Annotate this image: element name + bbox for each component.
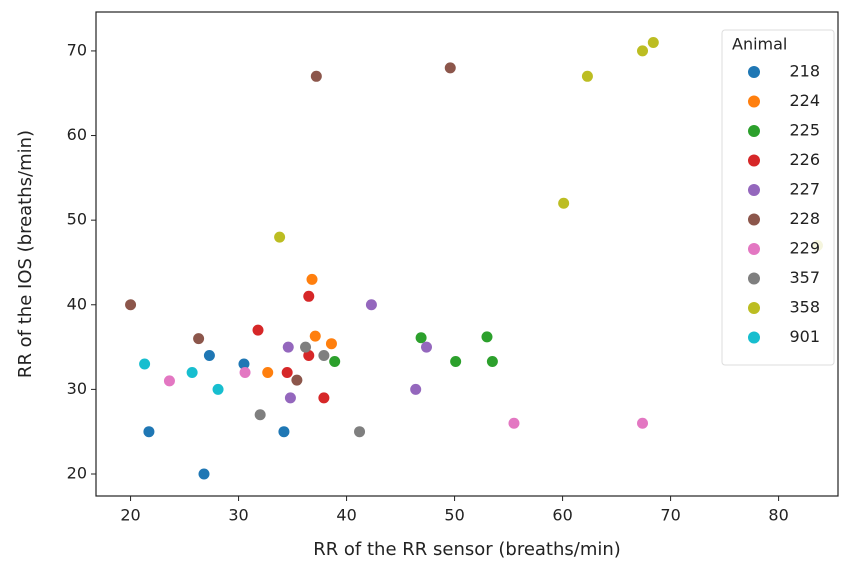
point <box>125 299 137 311</box>
point <box>486 355 498 367</box>
point <box>262 366 274 378</box>
legend-label: 228 <box>789 209 820 228</box>
point <box>647 36 659 48</box>
legend-marker <box>748 184 760 196</box>
legend-label: 227 <box>789 180 820 199</box>
point <box>274 231 286 243</box>
legend-marker <box>748 331 760 344</box>
legend-marker <box>748 243 760 255</box>
point <box>193 333 205 345</box>
legend-label: 224 <box>789 91 820 110</box>
point <box>354 426 366 438</box>
point <box>284 392 296 404</box>
y-axis-label: RR of the IOS (breaths/min) <box>15 130 36 378</box>
x-tick-label: 30 <box>228 506 248 525</box>
legend-label: 357 <box>789 268 820 287</box>
x-tick-label: 60 <box>552 506 572 525</box>
legend-label: 901 <box>789 327 820 346</box>
y-tick-label: 30 <box>67 379 87 398</box>
point <box>558 197 570 209</box>
point <box>637 417 649 429</box>
point <box>254 409 266 421</box>
legend-marker <box>748 272 760 285</box>
point <box>239 366 251 378</box>
y-tick-label: 40 <box>67 294 87 313</box>
point <box>303 290 315 302</box>
legend-marker <box>748 213 760 226</box>
point <box>325 338 337 350</box>
legend-marker <box>748 95 760 108</box>
point <box>415 332 427 344</box>
point <box>163 375 175 387</box>
point <box>186 366 198 378</box>
x-tick-label: 70 <box>660 506 680 525</box>
point <box>450 355 462 367</box>
x-tick-label: 50 <box>444 506 464 525</box>
point <box>310 70 322 82</box>
point <box>444 62 456 74</box>
y-tick-label: 70 <box>67 40 87 59</box>
point <box>291 374 303 386</box>
point <box>303 350 315 362</box>
legend-marker <box>748 302 760 314</box>
legend-marker <box>748 125 760 137</box>
point <box>139 358 151 370</box>
point <box>581 70 593 82</box>
y-tick-label: 50 <box>67 210 87 229</box>
x-axis-label: RR of the RR sensor (breaths/min) <box>313 539 621 560</box>
legend-label: 229 <box>789 239 820 258</box>
point <box>318 350 330 362</box>
legend-label: 225 <box>789 121 820 140</box>
point <box>508 417 520 429</box>
point <box>198 468 210 480</box>
point <box>365 299 377 311</box>
point <box>481 331 493 343</box>
point <box>281 366 293 378</box>
point <box>410 383 422 395</box>
legend-label: 218 <box>789 62 820 81</box>
point <box>300 341 312 353</box>
point <box>278 426 290 438</box>
x-tick-label: 80 <box>768 506 788 525</box>
point <box>212 383 224 395</box>
point <box>252 324 264 336</box>
point <box>318 392 330 404</box>
point <box>306 273 318 285</box>
point <box>238 358 250 370</box>
point <box>143 426 155 438</box>
plot-frame <box>95 11 839 497</box>
legend-title: Animal <box>732 35 787 54</box>
legend-label: 226 <box>789 150 820 169</box>
point <box>329 355 341 367</box>
point <box>637 45 649 57</box>
point <box>420 341 432 353</box>
point <box>282 341 294 353</box>
point <box>203 350 215 362</box>
y-tick-label: 20 <box>67 464 87 483</box>
legend-marker <box>748 66 760 78</box>
y-tick-label: 60 <box>67 125 87 144</box>
x-tick-label: 20 <box>120 506 140 525</box>
legend-marker <box>748 154 760 167</box>
x-tick-label: 40 <box>336 506 356 525</box>
legend-label: 358 <box>789 298 820 317</box>
point <box>309 330 321 342</box>
